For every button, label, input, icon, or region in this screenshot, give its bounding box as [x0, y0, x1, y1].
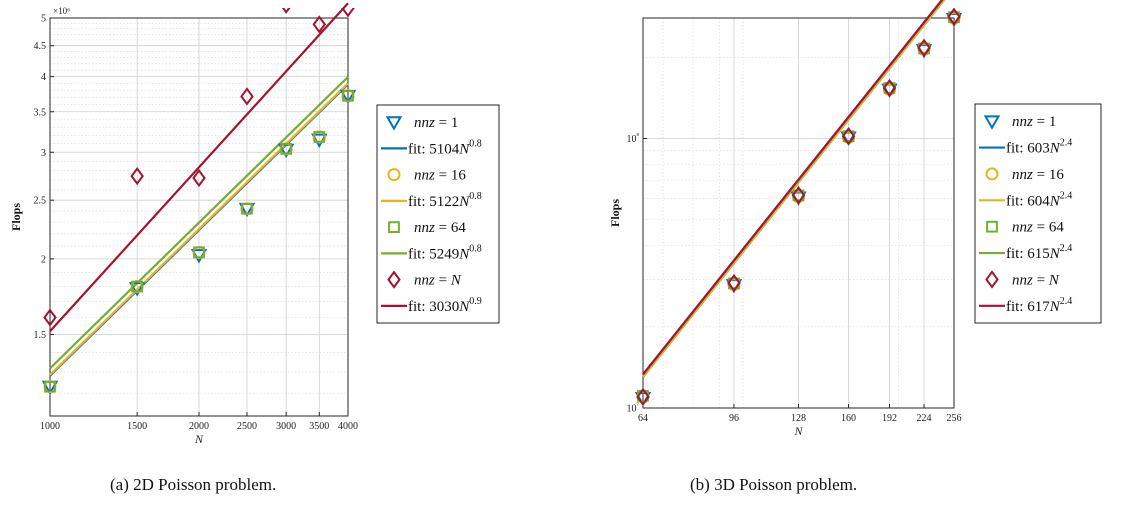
legend-marker-swatch [385, 116, 403, 131]
legend-marker-swatch [387, 168, 401, 182]
data-point [882, 78, 897, 98]
fit-lines [49, 2, 349, 377]
x-axis-label: N [194, 432, 204, 446]
fit-line [49, 82, 349, 376]
y-tick-label: 2.5 [34, 196, 47, 207]
data-point [192, 168, 206, 188]
legend-label: fit: 604N2.4 [1006, 190, 1072, 209]
chart-panel-b: 64 96 128 160 192 224 256 10⁷ 10⁸ N Flops nnz = 1 fi… [608, 0, 1102, 438]
y-tick-label: 10⁸ [627, 132, 640, 145]
data-point [280, 142, 293, 155]
data-point [43, 308, 57, 327]
x-tick-label: 1000 [40, 421, 60, 432]
caption-a: (a) 2D Poisson problem. [110, 475, 277, 494]
y-axis-label: Flops [608, 199, 622, 227]
legend-box [376, 104, 500, 324]
y-tick-label: 1.5 [34, 330, 47, 341]
data-point [342, 89, 354, 102]
y-exponent-label: ×10⁶ [53, 6, 70, 16]
data-point [131, 280, 144, 293]
x-tick-label: 2500 [237, 421, 257, 432]
legend-label: nnz = N [1012, 272, 1060, 288]
data-markers [41, 8, 357, 396]
data-point [193, 246, 205, 259]
x-tick-label: 1500 [127, 421, 147, 432]
legend-label: nnz = 16 [414, 168, 466, 184]
legend-label: nnz = N [414, 273, 462, 289]
legend-marker-swatch [388, 221, 400, 233]
y-tick-label: 3.5 [34, 107, 47, 118]
data-point [241, 202, 253, 215]
data-point [312, 15, 327, 34]
data-point [130, 166, 144, 186]
data-point [947, 8, 961, 26]
legend-label: fit: 5122N0.8 [408, 191, 482, 210]
fit-line [49, 76, 349, 370]
legend-marker-swatch [986, 220, 998, 233]
x-tick-label: 3000 [276, 421, 296, 432]
y-tick-label: 3 [41, 148, 46, 159]
y-tick-label: 10⁷ [627, 402, 640, 415]
x-tick-label: 128 [791, 413, 806, 424]
data-point [841, 127, 856, 146]
x-tick-label: 224 [917, 413, 932, 424]
data-point [313, 131, 326, 143]
x-axis-label: N [793, 424, 803, 438]
x-tick-label: 64 [638, 413, 648, 424]
data-point [44, 380, 56, 393]
legend-label: fit: 615N2.4 [1006, 243, 1072, 262]
y-tick-label: 5 [41, 14, 46, 25]
y-tick-label: 4 [41, 72, 46, 83]
x-tick-label: 2000 [189, 421, 209, 432]
data-point [917, 38, 931, 57]
data-point [281, 8, 291, 14]
legend: nnz = 1 fit: 5104N0.8 nnz = 16 fit: 5122N0.… [376, 104, 500, 324]
legend-marker-swatch [985, 167, 999, 181]
data-point [128, 282, 146, 297]
x-tick-label: 256 [947, 413, 962, 424]
legend-marker-swatch [983, 115, 1001, 130]
data-point [240, 87, 254, 106]
x-tick-label: 4000 [338, 421, 358, 432]
legend-label: fit: 5249N0.8 [408, 243, 482, 262]
y-tick-label: 4.5 [34, 41, 47, 52]
chart-panel-a: 1000 1500 2000 2500 3000 3500 4000 1.5 2 2.5 3 3.5 4… [9, 2, 500, 446]
legend-box [974, 103, 1102, 324]
legend-marker-swatch [387, 270, 401, 289]
data-point [727, 273, 741, 293]
caption-b: (b) 3D Poisson problem. [690, 475, 858, 494]
data-point [791, 186, 806, 205]
y-tick-label: 2 [41, 254, 46, 265]
data-markers [634, 8, 963, 407]
y-axis-label: Flops [9, 203, 23, 231]
fit-line [642, 0, 946, 378]
legend-label: nnz = 1 [414, 115, 458, 131]
legend-label: nnz = 64 [414, 220, 466, 236]
legend-label: fit: 617N2.4 [1006, 296, 1072, 315]
fit-line [49, 2, 349, 332]
grid [49, 17, 349, 416]
x-tick-label: 192 [882, 413, 897, 424]
legend: nnz = 1 fit: 603N2.4 nnz = 16 fit: 604N2.4 n… [974, 103, 1102, 324]
legend-label: nnz = 16 [1012, 167, 1064, 183]
legend-label: fit: 5104N0.8 [408, 138, 482, 157]
legend-label: fit: 603N2.4 [1006, 138, 1072, 157]
x-tick-label: 3500 [309, 421, 329, 432]
data-point [341, 8, 355, 18]
fit-line [642, 0, 944, 375]
legend-label: nnz = 1 [1012, 114, 1056, 130]
fit-lines [642, 0, 946, 378]
x-tick-label: 96 [729, 413, 739, 424]
data-point [636, 387, 650, 407]
legend-marker-swatch [985, 270, 999, 289]
x-tick-label: 160 [841, 413, 856, 424]
legend-label: nnz = 64 [1012, 220, 1064, 236]
legend-label: fit: 3030N0.9 [408, 296, 482, 315]
